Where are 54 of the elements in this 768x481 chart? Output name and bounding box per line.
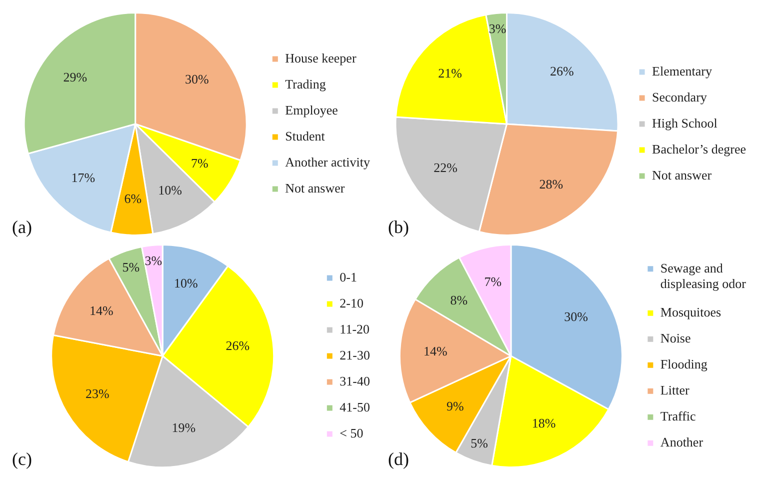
legend-label: < 50 <box>340 425 364 440</box>
legend-label: Another activity <box>285 154 370 170</box>
legend-label: Employee <box>285 102 338 118</box>
data-label: 3% <box>488 20 506 36</box>
legend-label: Another <box>660 434 704 450</box>
data-label: 10% <box>174 275 198 290</box>
data-label: 23% <box>86 386 110 401</box>
legend-label: Trading <box>285 76 326 92</box>
data-label: 21% <box>438 65 462 80</box>
text: (d) <box>388 449 409 470</box>
text: (a) <box>12 217 32 238</box>
data-label: 28% <box>539 176 564 192</box>
data-label: 6% <box>124 191 142 206</box>
data-label: 7% <box>484 274 502 289</box>
data-label: 10% <box>158 182 182 198</box>
data-label: 9% <box>446 398 464 414</box>
data-label: 5% <box>470 435 488 450</box>
legend-label: 21-30 <box>340 347 370 362</box>
legend-label: Elementary <box>652 63 712 78</box>
legend-label: High School <box>652 115 718 130</box>
legend-label: 0-1 <box>340 269 358 284</box>
legend-label: Litter <box>660 382 690 398</box>
legend-label: Traffic <box>660 408 696 424</box>
legend-label: Mosquitoes <box>660 304 722 320</box>
data-label: 14% <box>423 344 448 359</box>
legend-label: Sewage and displeasing odor <box>660 260 747 291</box>
text: (b) <box>388 217 409 238</box>
data-label: 30% <box>564 308 588 324</box>
legend-label: House keeper <box>285 50 357 66</box>
data-label: 26% <box>550 64 574 79</box>
data-label: 8% <box>450 292 468 308</box>
data-label: 17% <box>71 170 96 186</box>
legend-label: 11-20 <box>340 321 370 336</box>
legend-label: Not answer <box>652 167 712 182</box>
legend-label: Not answer <box>285 180 346 196</box>
legend-label: Bachelor’s degree <box>652 141 746 156</box>
data-label: 14% <box>89 302 114 318</box>
data-label: 18% <box>532 416 556 431</box>
data-label: 3% <box>144 252 162 268</box>
legend-label: Student <box>285 128 326 144</box>
legend-label: Secondary <box>652 89 708 104</box>
legend-label: 41-50 <box>340 399 370 414</box>
text: (c) <box>12 449 32 470</box>
data-label: 5% <box>122 259 140 274</box>
legend-label: Noise <box>660 330 691 346</box>
data-label: 19% <box>172 420 196 436</box>
legend-label: 2-10 <box>340 295 364 310</box>
data-label: 22% <box>434 160 458 175</box>
data-label: 30% <box>185 72 210 87</box>
data-label: 26% <box>226 338 250 353</box>
legend-label: 31-40 <box>340 373 370 388</box>
data-label: 7% <box>190 155 208 170</box>
data-label: 29% <box>63 70 88 85</box>
legend-label: Flooding <box>660 356 708 372</box>
